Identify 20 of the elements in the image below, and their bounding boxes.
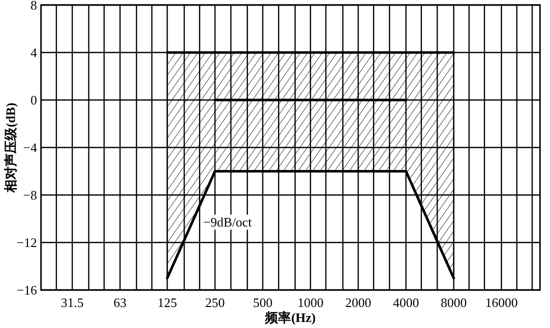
x-axis-title: 频率(Hz) — [264, 310, 316, 325]
x-tick-label: 125 — [157, 295, 177, 310]
y-tick-label: 0 — [30, 92, 37, 108]
x-tick-label: 16000 — [485, 295, 518, 310]
x-tick-label: 2000 — [345, 295, 372, 310]
annotation: −9dB/oct — [203, 214, 252, 230]
y-tick-label: −16 — [16, 282, 38, 298]
x-tick-label: 1000 — [297, 295, 324, 310]
x-tick-label: 8000 — [440, 295, 467, 310]
y-tick-label: −12 — [16, 235, 37, 250]
y-tick-label: −4 — [23, 140, 38, 155]
y-tick-label: 8 — [30, 0, 37, 12]
x-tick-label: 500 — [252, 295, 272, 310]
y-tick-label: −8 — [23, 188, 37, 202]
x-tick-label: 250 — [205, 295, 225, 310]
y-axis-title: 相对声压级(dB) — [3, 102, 18, 194]
y-tick-label: 4 — [30, 45, 38, 60]
x-tick-label: 63 — [114, 295, 127, 310]
x-tick-label: 31.5 — [60, 295, 84, 310]
x-tick-label: 4000 — [392, 295, 419, 310]
